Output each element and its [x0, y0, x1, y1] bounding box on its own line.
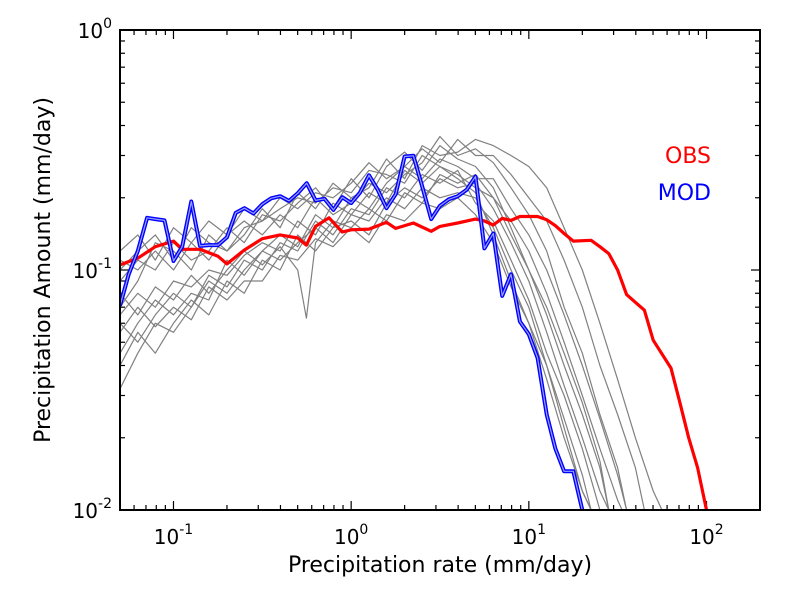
y-axis-label: Precipitation Amount (mm/day): [31, 97, 56, 443]
x-tick-label: 10-1: [154, 522, 193, 549]
x-axis-label: Precipitation rate (mm/day): [288, 553, 592, 578]
ensemble-member-line: [120, 197, 592, 510]
ensemble-member-line: [120, 158, 628, 510]
legend-mod: MOD: [658, 181, 711, 206]
plot-frame: [119, 29, 761, 511]
ensemble-member-line: [120, 154, 592, 510]
legend-obs: OBS: [665, 144, 711, 169]
ensemble-member-line: [120, 138, 645, 510]
plot-background: [120, 30, 760, 510]
ensemble-member-line: [120, 178, 610, 510]
x-tick-label: 101: [512, 522, 546, 549]
y-tick-label: 100: [78, 16, 112, 43]
series-line-mod-highlight: [120, 155, 583, 510]
y-tick-label: 10-1: [73, 256, 112, 283]
y-tick-label: 10-2: [73, 496, 112, 523]
ensemble-member-line: [120, 165, 610, 510]
series-layer: [120, 153, 709, 510]
ensemble-member-line: [120, 169, 601, 510]
tick-labels: 10-1 100 101 102 10-2 10-1 100: [73, 16, 724, 549]
x-tick-label: 102: [689, 522, 723, 549]
x-tick-label: 100: [334, 522, 368, 549]
series-line-obs: [120, 214, 709, 510]
